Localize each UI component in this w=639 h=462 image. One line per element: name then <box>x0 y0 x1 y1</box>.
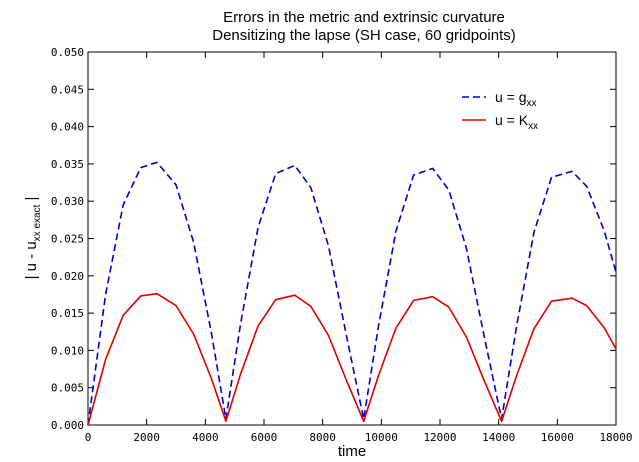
plot-frame <box>87 51 617 426</box>
y-axis-label: | u - uxx exact | <box>23 197 43 280</box>
y-axis: 0.000 0.005 0.010 0.015 0.020 0.025 0.030 0.035… <box>51 46 616 432</box>
x-tick-label: 12000 <box>423 431 456 444</box>
series-line-1 <box>87 292 617 426</box>
legend: u = gxx u = Kxx <box>462 89 538 132</box>
x-axis: 0 2000 4000 6000 8000 10000 12000 14000 16000 180… <box>85 52 633 444</box>
series-layer <box>87 161 617 426</box>
y-tick-label: 0.000 <box>51 419 84 432</box>
chart-subtitle: Densitizing the lapse (SH case, 60 gridp… <box>212 27 516 44</box>
y-tick-label: 0.030 <box>51 195 84 208</box>
legend-label-g-main: u = g <box>495 89 527 105</box>
y-tick-label: 0.005 <box>51 382 84 395</box>
y-tick-label: 0.045 <box>51 83 84 96</box>
x-tick-label: 14000 <box>482 431 515 444</box>
legend-label-k-main: u = K <box>495 112 529 128</box>
x-tick-label: 10000 <box>365 431 398 444</box>
y-tick-label: 0.025 <box>51 233 84 246</box>
chart-title: Errors in the metric and extrinsic curva… <box>223 9 505 26</box>
x-axis-label: time <box>338 443 366 460</box>
x-tick-label: 0 <box>85 431 92 444</box>
x-tick-label: 6000 <box>251 431 278 444</box>
y-axis-label-subscript: xx exact <box>32 204 43 241</box>
x-tick-label: 16000 <box>541 431 574 444</box>
x-tick-label: 4000 <box>192 431 219 444</box>
legend-label-g: u = gxx <box>495 89 537 109</box>
legend-label-g-subscript: xx <box>527 98 537 109</box>
y-tick-label: 0.020 <box>51 270 84 283</box>
y-axis-label-main: | u - u <box>23 241 40 279</box>
y-tick-label: 0.015 <box>51 307 84 320</box>
plot-area <box>87 51 617 426</box>
legend-label-k: u = Kxx <box>495 112 538 132</box>
x-tick-label: 2000 <box>133 431 160 444</box>
x-tick-label: 8000 <box>309 431 336 444</box>
legend-label-k-subscript: xx <box>528 121 538 132</box>
y-tick-label: 0.010 <box>51 344 84 357</box>
y-tick-label: 0.035 <box>51 158 84 171</box>
y-axis-label-end: | <box>23 197 40 205</box>
y-tick-label: 0.050 <box>51 46 84 59</box>
y-tick-label: 0.040 <box>51 121 84 134</box>
series-line-0 <box>87 161 617 426</box>
x-tick-label: 18000 <box>599 431 632 444</box>
